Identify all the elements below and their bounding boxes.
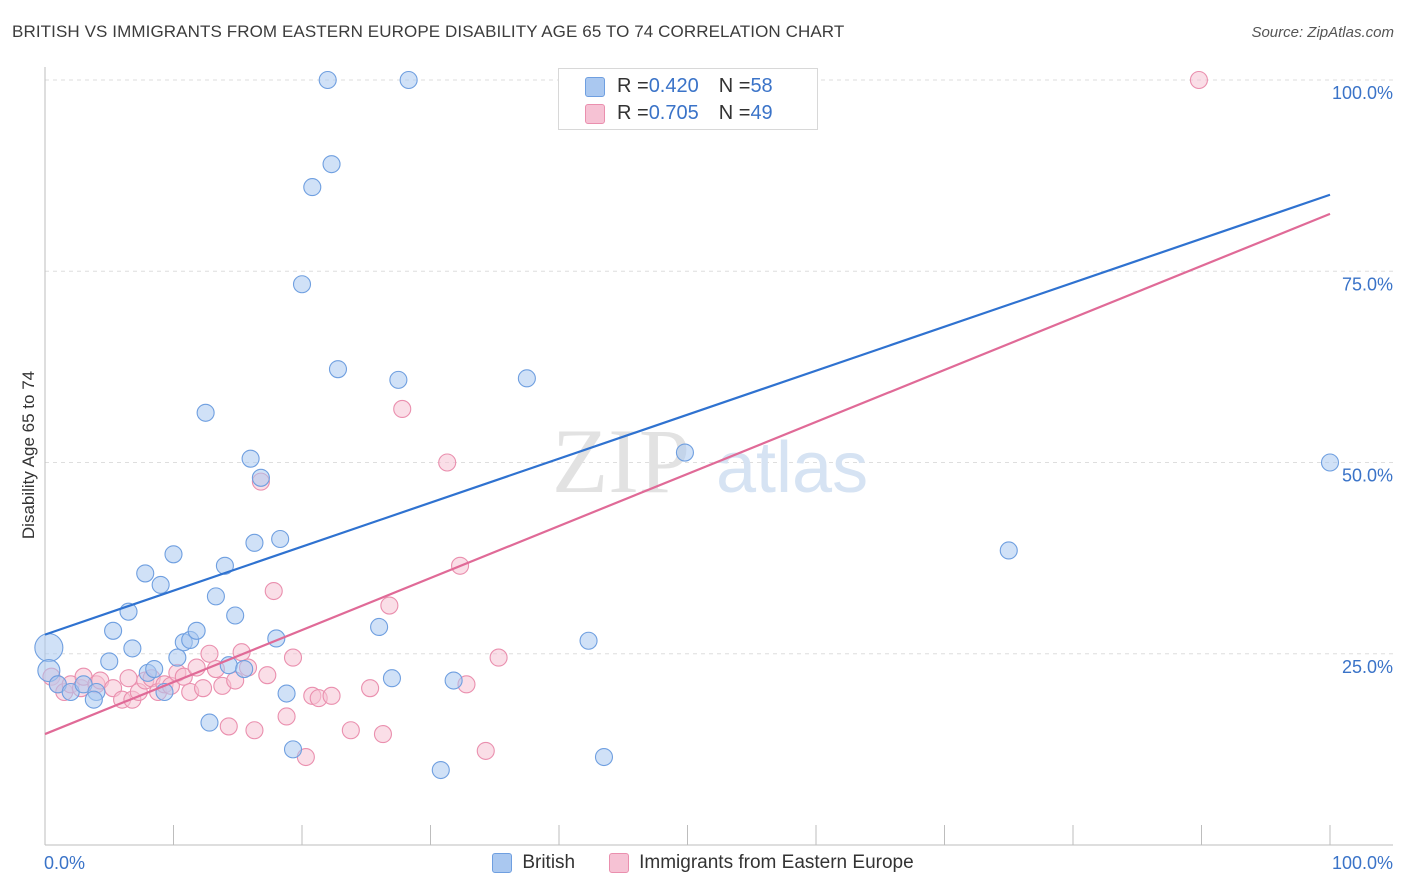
source-label: Source: ZipAtlas.com: [1251, 24, 1394, 41]
british-point: [196, 403, 215, 422]
british-point: [251, 468, 270, 487]
british-swatch: [585, 76, 605, 97]
british-swatch: [492, 853, 513, 873]
british-point: [389, 370, 408, 389]
immigrants-point: [264, 581, 283, 601]
british-point: [187, 621, 206, 640]
immigrants-point: [245, 721, 264, 740]
british-point: [999, 541, 1018, 560]
british-point: [444, 671, 463, 690]
british-point: [104, 621, 123, 640]
immigrants-point: [200, 644, 219, 663]
x-tick-label: 100.0%: [1332, 853, 1393, 873]
series-legend: British Immigrants from Eastern Europe: [0, 852, 1406, 874]
british-point: [123, 639, 142, 658]
british-point: [399, 70, 418, 90]
r-value: 0.705: [648, 102, 699, 124]
legend-item-immigrants: Immigrants from Eastern Europe: [609, 852, 914, 874]
british-point: [292, 275, 312, 294]
british-point: [517, 369, 536, 388]
watermark-zip: ZIP: [552, 410, 690, 512]
y-tick-label: 75.0%: [1342, 274, 1393, 294]
chart-title: BRITISH VS IMMIGRANTS FROM EASTERN EUROP…: [12, 22, 845, 41]
british-point: [675, 443, 694, 462]
watermark-atlas: atlas: [716, 428, 868, 508]
british-point: [241, 449, 260, 468]
r-value: 0.420: [648, 75, 699, 97]
british-point: [245, 533, 264, 552]
r-label: R =: [617, 102, 649, 124]
british-point: [594, 747, 614, 767]
british-point: [328, 360, 348, 379]
r-label: R =: [617, 75, 649, 97]
immigrants-point: [277, 707, 296, 726]
immigrants-point: [373, 725, 393, 744]
british-point: [34, 633, 64, 663]
legend-item-british: British: [492, 852, 575, 874]
immigrants-point: [219, 717, 238, 736]
y-tick-label: 50.0%: [1342, 466, 1393, 486]
data-points: [34, 70, 1340, 780]
watermark: ZIP atlas: [552, 410, 868, 512]
legend-row-british: R = 0.420 N = 58: [585, 75, 773, 98]
british-point: [145, 659, 164, 679]
legend-label-british: British: [522, 852, 576, 873]
immigrants-trend-line: [44, 212, 1331, 736]
trend-lines: [44, 193, 1331, 736]
british-point: [168, 648, 187, 667]
n-value: 58: [750, 75, 773, 97]
immigrants-point: [489, 648, 508, 667]
immigrants-point: [322, 686, 341, 705]
british-point: [303, 178, 322, 197]
immigrants-point: [258, 666, 277, 685]
immigrants-point: [380, 596, 399, 615]
immigrants-point: [361, 679, 380, 698]
gridlines: [45, 79, 1395, 655]
british-point: [322, 155, 341, 174]
british-point: [318, 70, 337, 90]
british-point: [235, 659, 254, 679]
british-point: [206, 587, 225, 606]
n-label: N =: [718, 75, 751, 97]
british-point: [382, 669, 402, 688]
british-point: [431, 760, 450, 780]
immigrants-point: [194, 679, 213, 698]
n-label: N =: [718, 102, 751, 124]
british-point: [84, 690, 103, 709]
british-point: [370, 617, 389, 637]
axes: [44, 67, 1393, 846]
british-point: [1320, 453, 1340, 472]
immigrants-point: [438, 453, 457, 472]
y-tick-label: 25.0%: [1342, 657, 1393, 677]
tick-labels: 25.0% 50.0% 75.0% 100.0% 0.0% 100.0%: [44, 83, 1393, 873]
n-value: 49: [750, 102, 773, 124]
immigrants-point: [393, 399, 412, 419]
british-point: [164, 545, 183, 564]
british-point: [271, 529, 290, 549]
british-point: [579, 631, 598, 650]
british-point: [151, 575, 170, 594]
immigrants-swatch: [585, 103, 605, 124]
immigrants-point: [283, 648, 303, 667]
y-axis-label: Disability Age 65 to 74: [19, 371, 38, 539]
correlation-legend: R = 0.420 N = 58 R = 0.705 N = 49: [558, 68, 818, 130]
legend-label-immigrants: Immigrants from Eastern Europe: [639, 852, 914, 873]
british-point: [215, 556, 234, 575]
british-point: [200, 713, 219, 732]
british-point: [283, 740, 303, 759]
british-point: [136, 564, 155, 583]
immigrants-point: [1189, 70, 1208, 90]
x-tick-label: 0.0%: [44, 853, 85, 873]
british-point: [226, 606, 245, 625]
immigrants-point: [476, 741, 495, 760]
british-trend-line: [44, 193, 1331, 636]
legend-row-immigrants: R = 0.705 N = 49: [585, 102, 773, 125]
immigrants-point: [174, 667, 193, 686]
y-tick-label: 100.0%: [1332, 83, 1393, 103]
british-point: [277, 684, 296, 703]
immigrants-swatch: [609, 853, 630, 873]
immigrants-point: [341, 721, 360, 740]
british-point: [100, 652, 119, 671]
